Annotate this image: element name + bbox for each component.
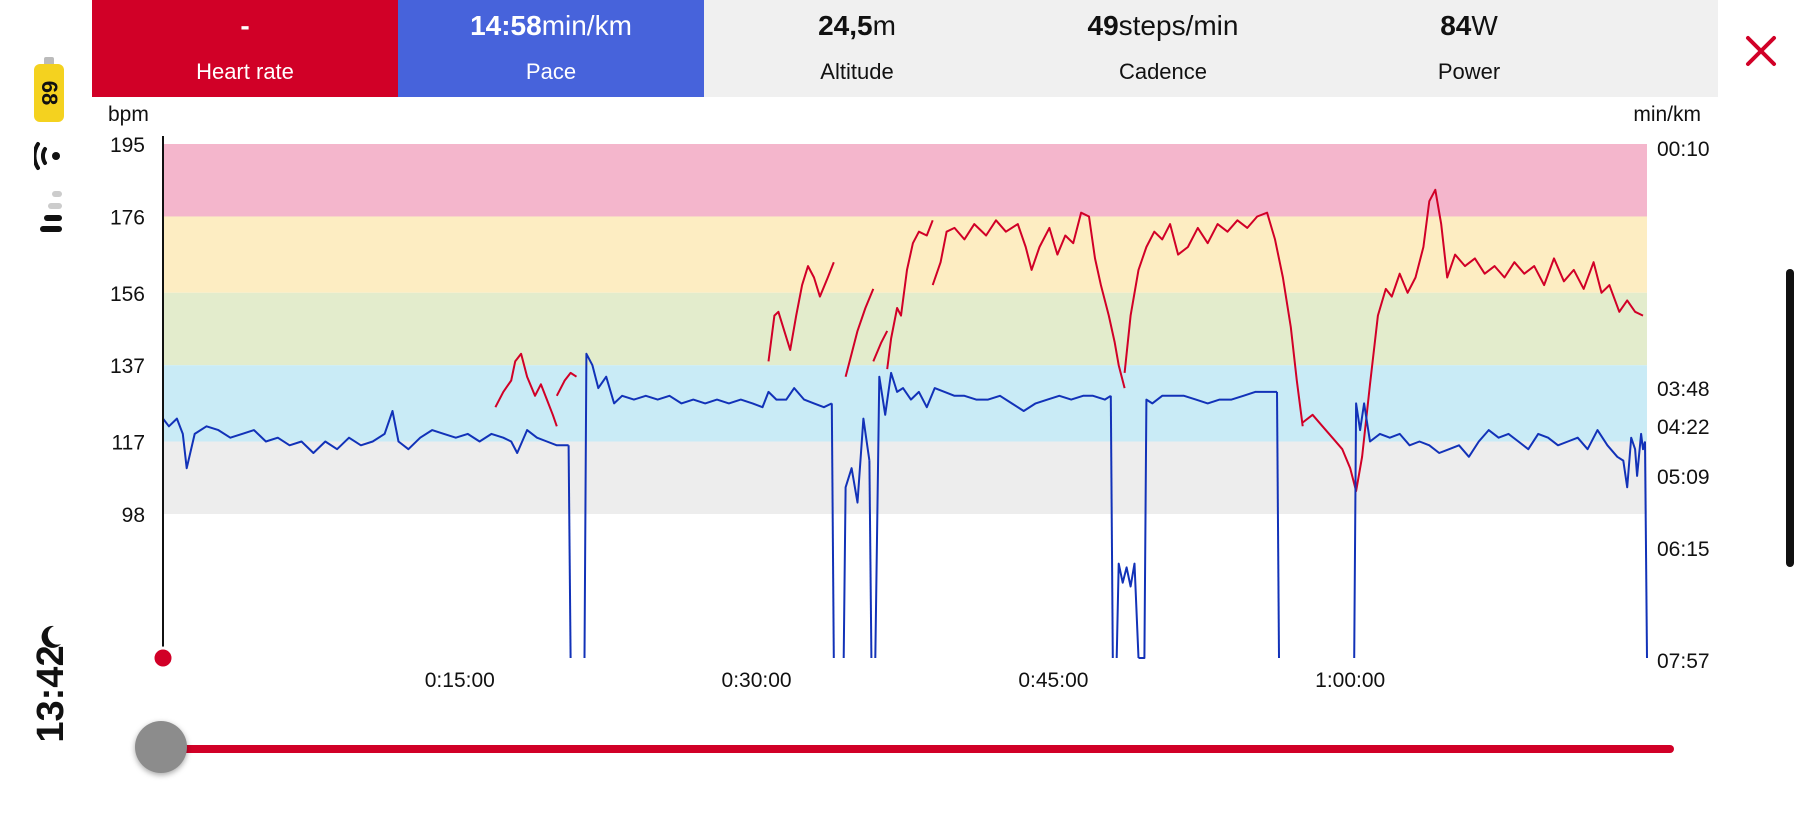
wifi-icon <box>34 142 60 170</box>
metric-altitude[interactable]: 24,5m Altitude <box>704 0 1010 97</box>
left-tick-label: 156 <box>110 283 145 306</box>
pace-line-segment <box>1644 441 1648 659</box>
heart-rate-line-segment <box>872 330 889 362</box>
heart-rate-zones <box>163 144 1647 514</box>
metrics-header: - Heart rate 14:58min/km Pace 24,5m Alti… <box>92 0 1776 97</box>
x-axis: 0:15:00 0:30:00 0:45:00 1:00:00 <box>425 669 1385 692</box>
metric-label: Pace <box>525 59 577 84</box>
heart-rate-line-segment <box>1123 211 1304 427</box>
scroll-indicator[interactable] <box>1786 269 1794 567</box>
pace-line-segment <box>1138 390 1277 659</box>
right-tick-label: 05:09 <box>1657 466 1710 489</box>
pace-line-segment <box>162 410 569 470</box>
zone-band-3 <box>163 292 1647 366</box>
metric-pace[interactable]: 14:58min/km Pace <box>398 0 704 97</box>
metric-value: 49steps/min <box>1087 10 1239 41</box>
right-axis-label: min/km <box>1633 103 1701 126</box>
timeline-scrubber-track[interactable] <box>162 745 1674 753</box>
right-tick-label: 04:22 <box>1657 416 1710 439</box>
zone-band-2 <box>163 365 1647 442</box>
left-axis-label: bpm <box>108 103 149 126</box>
heart-rate-line-segment <box>494 352 558 427</box>
zone-band-1 <box>163 441 1647 514</box>
left-tick-label: 98 <box>122 504 145 527</box>
cursor-marker <box>151 646 175 670</box>
pace-line-segment <box>874 371 1112 659</box>
chart-series <box>162 188 1648 659</box>
metric-label: Power <box>1437 59 1501 84</box>
status-bar: 68 13:42 <box>0 0 95 832</box>
metric-cadence[interactable]: 49steps/min Cadence <box>1010 0 1316 97</box>
moon-icon <box>41 625 61 648</box>
pace-line-segment <box>1115 562 1140 659</box>
close-button[interactable] <box>1738 28 1784 74</box>
pace-line-segment <box>1109 395 1114 659</box>
metric-value: 84W <box>1440 10 1498 41</box>
right-tick-label: 03:48 <box>1657 378 1710 401</box>
heart-rate-line-segment <box>1302 188 1644 493</box>
pace-line-segment <box>868 460 873 659</box>
metric-value: - <box>240 10 250 41</box>
zone-band-5 <box>163 144 1647 217</box>
right-tick-label: 00:10 <box>1657 138 1710 161</box>
battery-icon: 68 <box>34 64 64 122</box>
timeline-scrubber-thumb[interactable] <box>135 721 187 773</box>
right-axis: 00:10 03:48 04:22 05:09 06:15 07:57 <box>1657 138 1710 673</box>
pace-line-segment <box>1353 402 1646 659</box>
left-tick-label: 137 <box>110 355 145 378</box>
pace-line-segment <box>830 403 835 659</box>
right-tick-label: 07:57 <box>1657 650 1710 673</box>
metric-power[interactable]: 84W Power <box>1316 0 1622 97</box>
x-tick-label: 1:00:00 <box>1315 669 1385 692</box>
left-tick-label: 117 <box>112 432 145 455</box>
pace-line-segment <box>1276 391 1280 659</box>
battery-cap <box>44 57 54 64</box>
x-tick-label: 0:45:00 <box>1018 669 1088 692</box>
left-tick-label: 195 <box>110 134 145 157</box>
x-tick-label: 0:30:00 <box>722 669 792 692</box>
pace-line-segment <box>842 417 871 659</box>
heart-rate-line-segment <box>931 211 1126 389</box>
right-tick-label: 06:15 <box>1657 538 1710 561</box>
pace-line-segment <box>567 445 572 659</box>
metric-value: 14:58min/km <box>470 10 632 41</box>
heart-rate-line-segment <box>767 261 835 362</box>
heart-rate-line-segment <box>886 219 934 370</box>
metric-heart-rate[interactable]: - Heart rate <box>92 0 398 97</box>
workout-chart: 195 176 156 137 117 98 00:10 03:48 04:22 05:09 06… <box>108 103 1710 692</box>
signal-icon <box>40 191 62 232</box>
heart-rate-line-segment <box>844 288 875 377</box>
metric-label: Cadence <box>1118 59 1208 84</box>
pace-line-segment <box>583 352 833 659</box>
metric-label: Heart rate <box>196 59 294 84</box>
left-tick-label: 176 <box>110 206 145 229</box>
metric-value: 24,5m <box>818 10 896 41</box>
x-tick-label: 0:15:00 <box>425 669 495 692</box>
metric-label: Altitude <box>820 59 894 84</box>
heart-rate-line-segment <box>555 371 578 397</box>
left-axis: 195 176 156 137 117 98 <box>110 134 145 527</box>
